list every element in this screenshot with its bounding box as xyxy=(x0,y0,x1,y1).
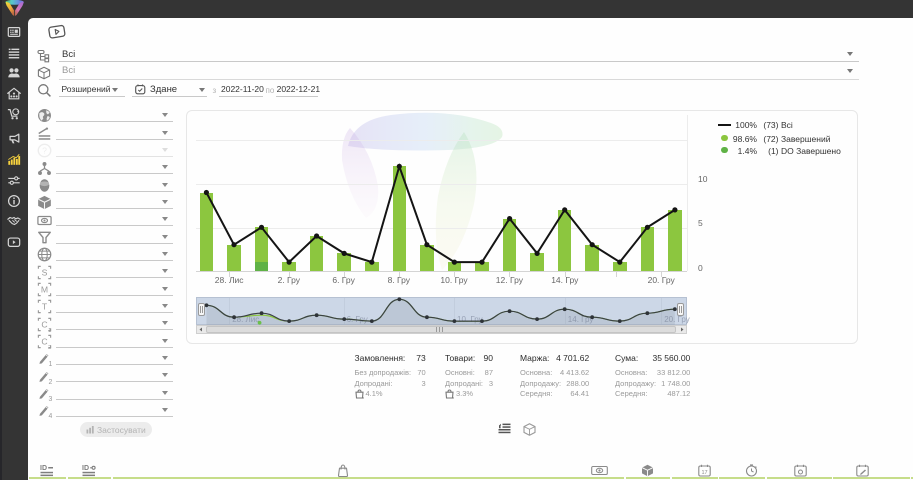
svg-text:4: 4 xyxy=(48,414,52,419)
svg-text:2: 2 xyxy=(48,379,52,384)
svg-text:T: T xyxy=(42,302,48,312)
svg-text:M: M xyxy=(41,285,48,295)
svg-text:17: 17 xyxy=(701,470,707,476)
svg-text:1: 1 xyxy=(48,328,51,332)
svg-text:C: C xyxy=(41,319,47,329)
svg-text:3: 3 xyxy=(48,396,52,401)
svg-text:x: x xyxy=(362,395,363,399)
svg-text:C: C xyxy=(41,337,47,347)
svg-text:?: ? xyxy=(42,145,47,155)
svg-text:S: S xyxy=(42,267,48,277)
svg-text:ID: ID xyxy=(82,465,89,472)
svg-text:2: 2 xyxy=(48,345,51,349)
svg-text:x: x xyxy=(453,395,454,399)
svg-text:ID: ID xyxy=(40,465,47,472)
svg-text:1: 1 xyxy=(48,362,52,367)
